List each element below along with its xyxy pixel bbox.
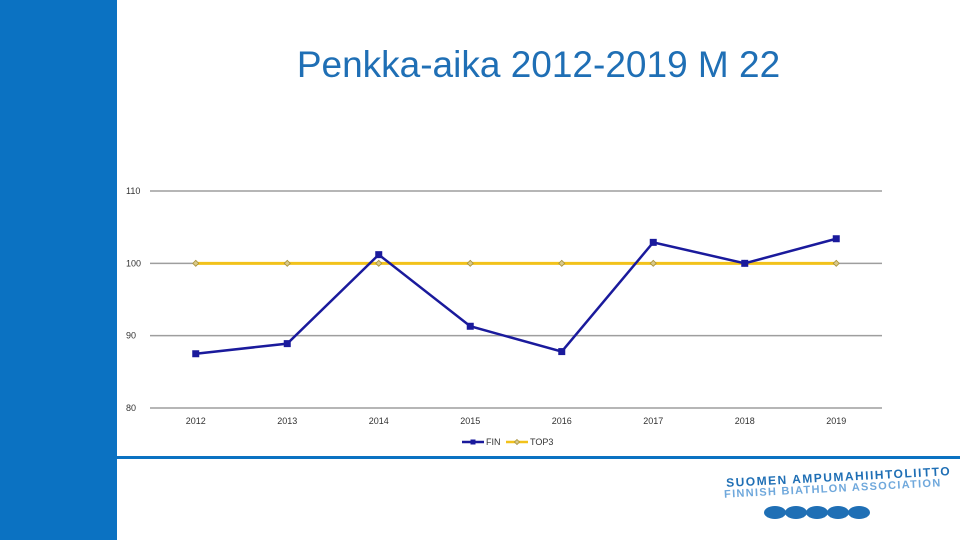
data-point xyxy=(283,340,291,348)
data-point xyxy=(466,322,474,330)
legend-label: TOP3 xyxy=(530,437,553,447)
legend: FIN TOP3 xyxy=(462,437,553,447)
legend-label: FIN xyxy=(486,437,501,447)
logo-dot xyxy=(764,506,786,519)
side-accent-bar xyxy=(0,0,117,540)
data-point xyxy=(832,235,840,243)
bottom-divider xyxy=(117,456,960,459)
x-tick-label: 2016 xyxy=(552,416,572,426)
data-point xyxy=(375,259,383,267)
y-tick-label: 90 xyxy=(126,331,136,341)
x-tick-label: 2018 xyxy=(735,416,755,426)
data-point xyxy=(558,348,566,356)
data-point xyxy=(513,438,521,446)
logo-dot xyxy=(806,506,828,519)
x-axis-ticks: 2012 2013 2014 2015 2016 2017 2018 2019 xyxy=(186,416,847,426)
logo-dot xyxy=(848,506,870,519)
x-tick-label: 2013 xyxy=(277,416,297,426)
data-point xyxy=(649,238,657,246)
data-point xyxy=(192,259,200,267)
data-point xyxy=(558,259,566,267)
y-axis-ticks: 80 90 100 110 xyxy=(126,186,141,413)
y-tick-label: 110 xyxy=(126,186,140,196)
series-line xyxy=(195,237,837,355)
biathlon-association-logo: SUOMEN AMPUMAHIIHTOLIITTO FINNISH BIATHL… xyxy=(720,464,951,528)
logo-dots-icon xyxy=(764,506,874,522)
x-tick-label: 2014 xyxy=(369,416,389,426)
x-tick-label: 2015 xyxy=(460,416,480,426)
series-group xyxy=(192,235,840,358)
logo-dot xyxy=(785,506,807,519)
x-tick-label: 2012 xyxy=(186,416,206,426)
slide-title: Penkka-aika 2012-2019 M 22 xyxy=(296,44,781,85)
legend-item-fin: FIN xyxy=(462,437,501,447)
data-point xyxy=(741,259,749,267)
data-point xyxy=(832,259,840,267)
x-tick-label: 2019 xyxy=(826,416,846,426)
gridlines xyxy=(150,190,882,409)
data-point xyxy=(192,350,200,358)
series-top3 xyxy=(192,259,840,267)
data-point xyxy=(470,439,476,445)
data-point xyxy=(649,259,657,267)
logo-dot xyxy=(827,506,849,519)
series-fin xyxy=(192,235,840,358)
data-point xyxy=(375,251,383,259)
y-tick-label: 80 xyxy=(126,403,136,413)
x-tick-label: 2017 xyxy=(643,416,663,426)
data-point xyxy=(283,259,291,267)
legend-item-top3: TOP3 xyxy=(506,437,553,447)
y-tick-label: 100 xyxy=(126,258,141,268)
data-point xyxy=(466,259,474,267)
